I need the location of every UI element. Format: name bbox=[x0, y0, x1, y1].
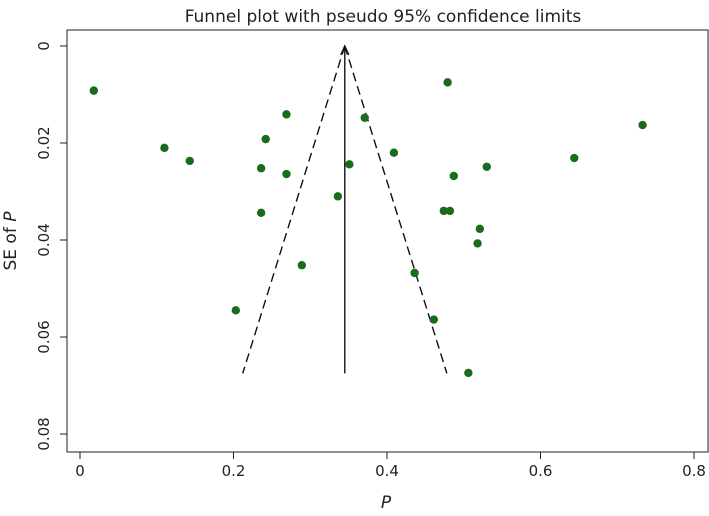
study-point bbox=[282, 110, 291, 119]
funnel-left-limit bbox=[242, 45, 346, 374]
study-point bbox=[89, 86, 99, 95]
study-points bbox=[89, 78, 647, 378]
study-point bbox=[638, 120, 647, 130]
funnel-right-limit bbox=[344, 45, 448, 374]
study-point bbox=[429, 315, 439, 324]
study-point bbox=[231, 306, 241, 315]
study-point bbox=[473, 239, 482, 248]
y-axis-title-prefix: SE of bbox=[1, 222, 21, 271]
study-point bbox=[445, 206, 455, 216]
study-point bbox=[160, 143, 169, 153]
x-tick-label: 0.6 bbox=[529, 462, 553, 480]
study-point bbox=[256, 208, 266, 218]
chart-title: Funnel plot with pseudo 95% confidence l… bbox=[185, 7, 582, 27]
study-point bbox=[261, 134, 270, 144]
y-tick-label: 0.06 bbox=[35, 320, 53, 353]
study-point bbox=[439, 206, 448, 216]
y-tick-label: 0 bbox=[35, 41, 53, 51]
funnel-confidence-limits bbox=[242, 44, 448, 374]
study-point bbox=[389, 148, 399, 157]
study-point bbox=[345, 160, 354, 169]
y-tick-label: 0.04 bbox=[35, 223, 53, 256]
study-point bbox=[449, 171, 458, 181]
x-tick-label: 0 bbox=[75, 462, 85, 480]
x-tick-label: 0.8 bbox=[682, 462, 706, 480]
study-point bbox=[256, 164, 266, 173]
y-tick-label: 0.08 bbox=[35, 417, 53, 450]
x-axis-title: P bbox=[381, 493, 392, 513]
study-point bbox=[464, 368, 473, 378]
pooled-estimate-arrowhead bbox=[340, 44, 350, 56]
study-point bbox=[297, 261, 307, 270]
study-point bbox=[410, 268, 419, 278]
y-axis: 0 0.02 0.04 0.06 0.08 bbox=[35, 41, 67, 451]
study-point bbox=[475, 224, 485, 234]
x-tick-label: 0.4 bbox=[375, 462, 399, 480]
study-point bbox=[333, 192, 343, 201]
study-point bbox=[443, 78, 452, 87]
plot-frame bbox=[66, 29, 709, 453]
y-tick-label: 0.02 bbox=[35, 126, 53, 159]
study-point bbox=[360, 113, 369, 122]
y-axis-title-var: P bbox=[1, 211, 21, 222]
y-axis-title: SE of P bbox=[1, 211, 21, 271]
study-point bbox=[282, 169, 291, 179]
study-point bbox=[482, 162, 491, 171]
x-axis: 0 0.2 0.4 0.6 0.8 bbox=[75, 452, 706, 480]
study-point bbox=[185, 156, 194, 166]
study-point bbox=[570, 153, 579, 163]
x-tick-label: 0.2 bbox=[222, 462, 246, 480]
